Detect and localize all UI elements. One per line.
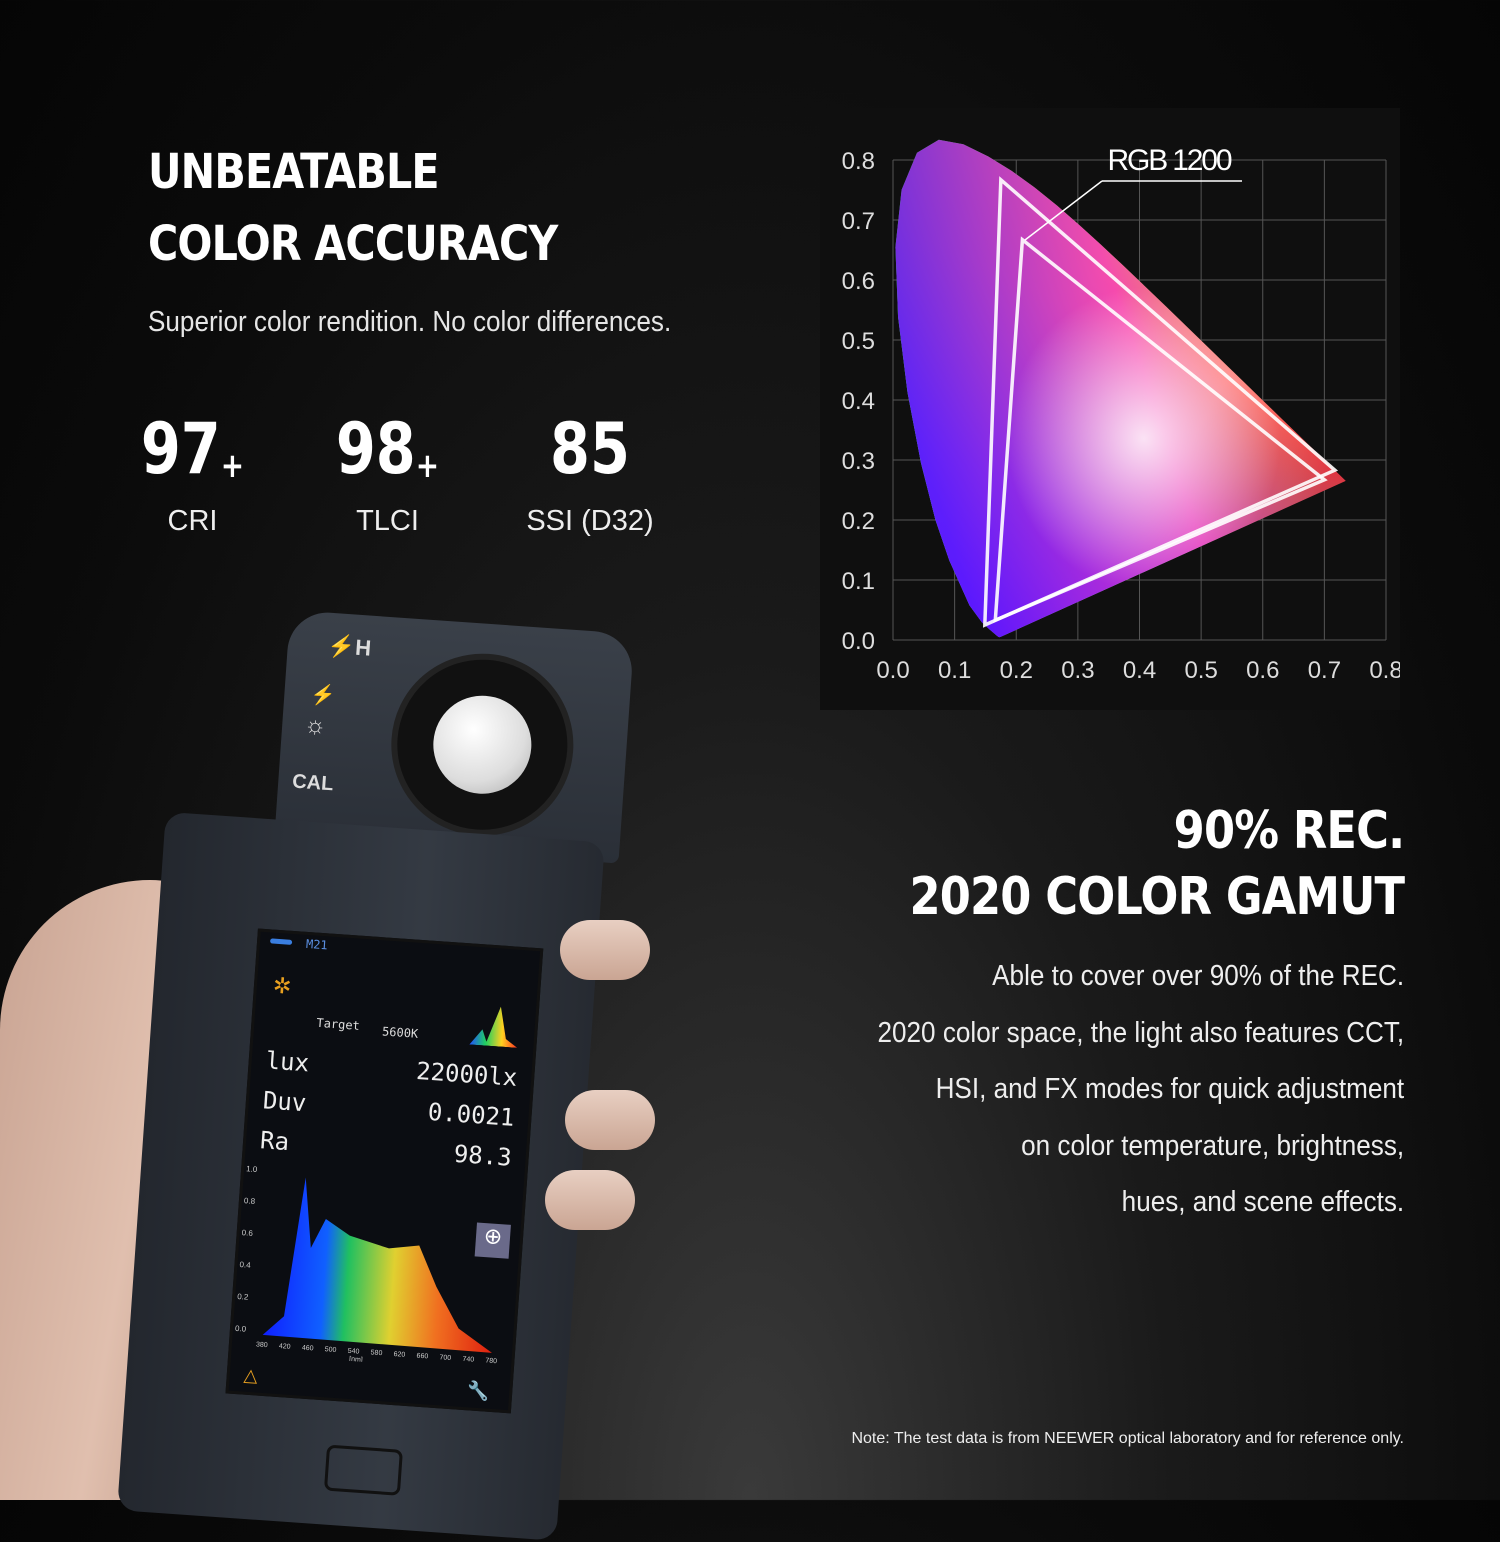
spectrum-y-tick: 0.0 [235, 1324, 247, 1334]
title-line: UNBEATABLE [148, 144, 440, 200]
stat-label: CRI [167, 505, 218, 537]
reading-key: Duv [262, 1086, 308, 1118]
left-subtitle: Superior color rendition. No color diffe… [148, 306, 672, 338]
stat-tlci: 98+ TLCI [315, 412, 460, 538]
gamut-triangle-1 [993, 236, 1328, 623]
meter-body: M21 ✲ Target 5600K lux 22000lx Duv 0.0021 … [117, 811, 605, 1541]
title-line: 2020 COLOR GAMUT [909, 867, 1405, 927]
y-tick-label: 0.0 [842, 628, 875, 655]
disclaimer-note: Note: The test data is from NEEWER optic… [851, 1430, 1404, 1447]
paragraph-line: hues, and scene effects. [1121, 1186, 1404, 1218]
sun-icon[interactable]: ✲ [272, 972, 293, 999]
color-meter-device: ⚡H ⚡ ☼ CAL M21 ✲ Target 5600K lux 22000lx… [108, 602, 640, 1541]
annotation-leader-line [1024, 180, 1103, 241]
y-tick-label: 0.8 [842, 148, 875, 175]
x-tick-label: 0.4 [1123, 657, 1156, 684]
spectrum-y-tick: 1.0 [246, 1164, 258, 1174]
spectrum-curve [262, 1177, 492, 1353]
annotation-label: RGB 1200 [1108, 144, 1233, 177]
y-tick-label: 0.6 [842, 268, 875, 295]
stat-value: 97 [140, 408, 221, 490]
spectrum-x-tick: 540 [347, 1348, 359, 1356]
target-label: Target [316, 1015, 361, 1033]
flash-icon[interactable]: ⚡ [309, 683, 337, 708]
gamut-triangle-0 [982, 176, 1339, 628]
x-tick-label: 0.0 [876, 657, 909, 684]
x-tick-label: 0.6 [1246, 657, 1279, 684]
spectrum-x-tick: 500 [325, 1346, 337, 1354]
spectrum-x-tick: 580 [370, 1349, 382, 1357]
spectrum-x-tick: 780 [485, 1357, 497, 1365]
menu-icon[interactable] [269, 938, 293, 945]
spectrum-x-tick: 420 [279, 1343, 291, 1351]
paragraph-line: 2020 color space, the light also feature… [877, 1016, 1404, 1049]
left-title: UNBEATABLE COLOR ACCURACY [148, 136, 558, 280]
light-sensor-dome [385, 647, 580, 842]
stat-suffix: + [415, 446, 440, 486]
title-line: COLOR ACCURACY [148, 216, 558, 272]
stat-label: SSI (D32) [526, 505, 654, 537]
home-button[interactable] [323, 1444, 403, 1496]
zoom-in-icon[interactable]: ⊕ [474, 1222, 511, 1259]
stat-suffix: + [220, 446, 245, 486]
reading-value: 0.0021 [426, 1097, 516, 1132]
spectrum-graph: 1.0 0.8 0.6 0.4 0.2 0.0 380 420 460 500 540 580 620 6… [235, 1164, 498, 1365]
spectrum-y-tick: 0.8 [244, 1196, 256, 1206]
paragraph-line: HSI, and FX modes for quick adjustment [935, 1073, 1404, 1105]
y-tick-label: 0.1 [842, 568, 875, 595]
finger [565, 1090, 655, 1150]
spectrum-y-tick: 0.4 [239, 1260, 251, 1270]
stat-ssi: 85 SSI (D32) [510, 412, 670, 538]
x-tick-label: 0.2 [1000, 657, 1033, 684]
target-value: 5600K [381, 1024, 419, 1041]
paragraph-line: on color temperature, brightness, [1020, 1129, 1404, 1162]
spectrum-x-tick: 380 [256, 1341, 268, 1349]
y-tick-label: 0.2 [842, 508, 875, 535]
x-tick-label: 0.8 [1369, 657, 1400, 684]
stat-value: 98 [335, 408, 416, 490]
reading-value: 98.3 [452, 1139, 513, 1172]
flash-h-button[interactable]: ⚡H [327, 632, 372, 661]
meter-screen: M21 ✲ Target 5600K lux 22000lx Duv 0.0021 … [225, 928, 544, 1414]
spectrum-x-tick: 460 [302, 1345, 314, 1353]
spectrum-y-tick: 0.6 [241, 1228, 253, 1238]
right-paragraph: Able to cover over 90% of the REC. 2020 … [877, 948, 1404, 1231]
reading-key: lux [264, 1046, 311, 1078]
stat-label: TLCI [356, 505, 419, 537]
ambient-icon[interactable]: ☼ [303, 711, 328, 740]
y-tick-label: 0.3 [842, 448, 875, 475]
right-title: 90% REC. 2020 COLOR GAMUT [909, 798, 1405, 930]
title-line: 90% REC. [1173, 801, 1404, 861]
spectrum-x-tick: 620 [393, 1351, 405, 1359]
x-tick-label: 0.3 [1061, 657, 1094, 684]
stat-value: 85 [550, 408, 630, 490]
x-tick-label: 0.1 [938, 657, 971, 684]
warning-triangle-icon[interactable]: △ [243, 1364, 259, 1386]
spectrum-x-tick: 700 [439, 1354, 451, 1362]
spectrum-thumbnail-icon[interactable] [469, 1005, 520, 1048]
x-tick-label: 0.7 [1308, 657, 1341, 684]
y-tick-label: 0.5 [842, 328, 875, 355]
mode-label: M21 [305, 936, 329, 953]
cal-button[interactable]: CAL [291, 770, 335, 796]
spectrum-x-unit: [nm] [349, 1356, 363, 1364]
finger [545, 1170, 635, 1230]
wrench-icon[interactable]: 🔧 [466, 1380, 490, 1402]
cie-chart: 0.0 0.1 0.2 0.3 0.4 0.5 0.6 0.7 0.8 0.0 0.1 0.2 0.3 0… [820, 108, 1403, 710]
y-tick-label: 0.7 [842, 208, 875, 235]
spectrum-y-tick: 0.2 [237, 1292, 249, 1302]
stat-cri: 97+ CRI [120, 412, 265, 538]
x-tick-label: 0.5 [1184, 657, 1217, 684]
spectrum-x-tick: 740 [462, 1356, 474, 1364]
spectrum-x-tick: 660 [416, 1353, 428, 1361]
paragraph-line: Able to cover over 90% of the REC. [991, 960, 1404, 992]
y-tick-label: 0.4 [842, 388, 875, 415]
reading-key: Ra [259, 1126, 291, 1157]
cie-chart-svg: 0.0 0.1 0.2 0.3 0.4 0.5 0.6 0.7 0.8 0.0 0.1 0.2 0.3 0… [842, 139, 1403, 684]
finger [560, 920, 650, 980]
reading-value: 22000lx [415, 1056, 519, 1092]
